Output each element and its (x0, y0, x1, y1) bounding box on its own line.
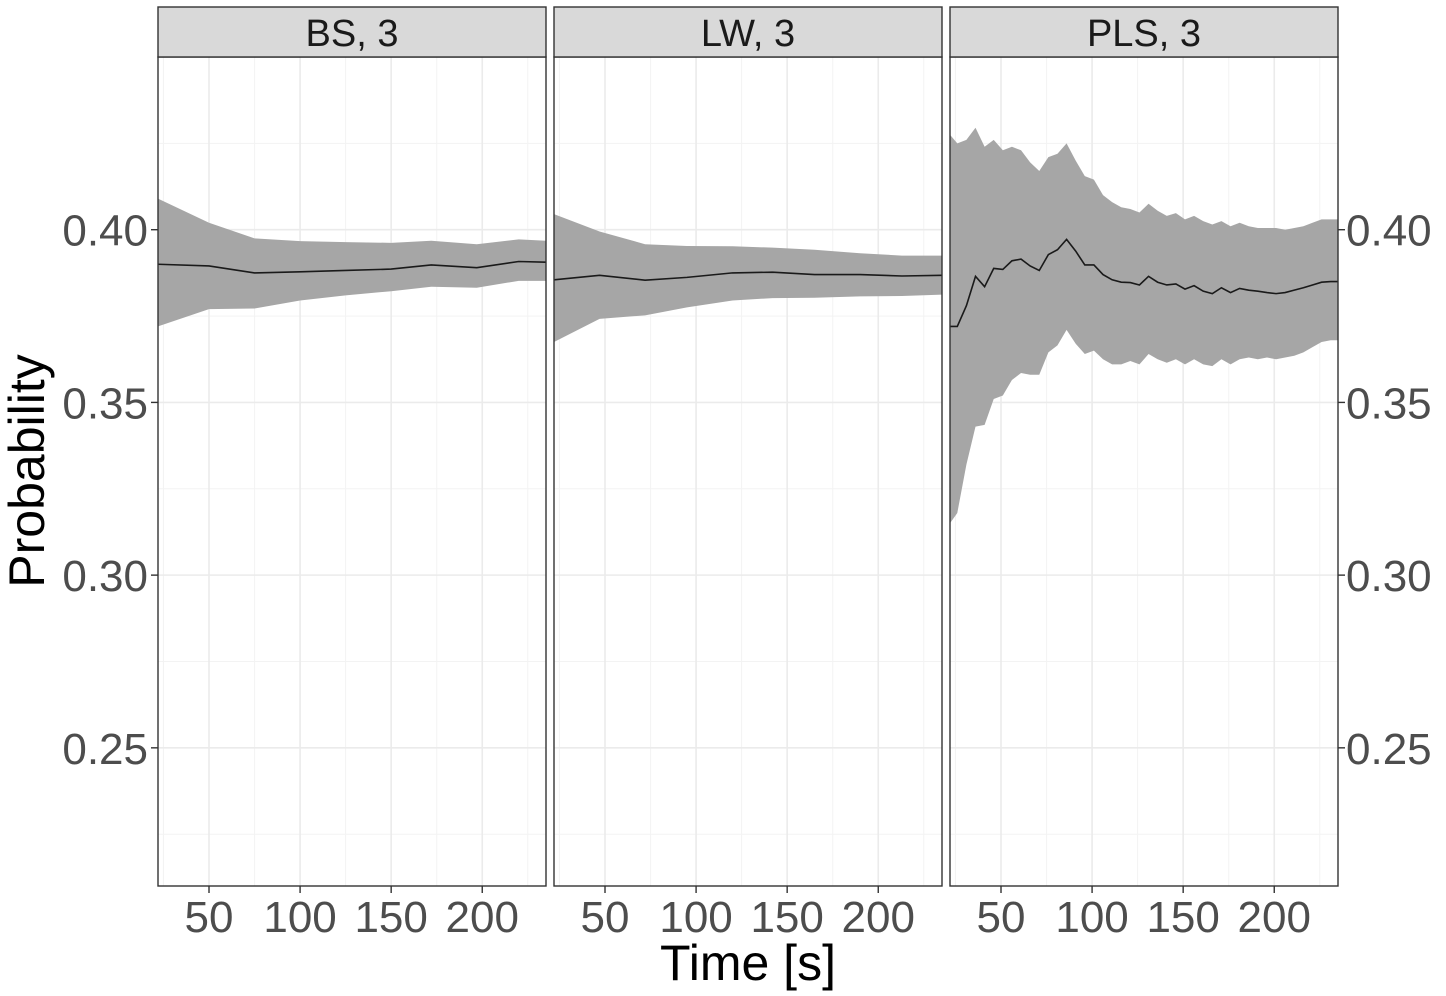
y-tick-label-right: 0.30 (1346, 552, 1432, 601)
x-tick-label: 50 (185, 893, 234, 942)
panel-grid (554, 57, 942, 886)
mean-line (950, 238, 1338, 328)
facet-strip (157, 6, 547, 58)
panel-grid (158, 57, 546, 886)
x-tick-label: 100 (659, 893, 732, 942)
facet-strip (553, 6, 943, 58)
facet-strip (949, 6, 1339, 58)
axes-layer: 50 100 150 200 0.25 0.30 0.35 0.40 50 100 150 200 50… (62, 207, 1431, 942)
x-tick-label: 150 (354, 893, 427, 942)
y-tick-label-left: 0.35 (62, 379, 148, 428)
mean-line (554, 271, 942, 281)
facet-strip-label: BS, 3 (306, 13, 399, 55)
y-axis-title: Probability (0, 354, 55, 587)
y-tick-label-right: 0.40 (1346, 207, 1432, 256)
x-tick-label: 50 (581, 893, 630, 942)
confidence-band (554, 214, 942, 342)
y-tick-label-left: 0.30 (62, 552, 148, 601)
y-tick-label-left: 0.40 (62, 207, 148, 256)
panel-background (554, 57, 942, 886)
confidence-band (158, 198, 546, 327)
x-tick-label: 100 (1055, 893, 1128, 942)
x-tick-label: 200 (1238, 893, 1311, 942)
mean-line (158, 260, 546, 274)
confidence-band (950, 127, 1338, 524)
y-tick-label-right: 0.25 (1346, 725, 1432, 774)
facet-panel-2: LW, 3 (553, 6, 943, 887)
facet-panel-1: BS, 3 (157, 6, 547, 887)
x-axis-title: Time [s] (660, 935, 836, 991)
panel-series (950, 127, 1338, 524)
panel-background (158, 57, 546, 886)
x-tick-label: 200 (842, 893, 915, 942)
x-tick-label: 150 (750, 893, 823, 942)
x-tick-label: 150 (1146, 893, 1219, 942)
x-tick-label: 100 (263, 893, 336, 942)
x-tick-label: 200 (446, 893, 519, 942)
panel-series (554, 214, 942, 342)
y-tick-label-right: 0.35 (1346, 379, 1432, 428)
x-tick-label: 50 (977, 893, 1026, 942)
facet-strip-label: LW, 3 (701, 13, 795, 55)
y-tick-label-left: 0.25 (62, 725, 148, 774)
facet-strip-label: PLS, 3 (1087, 13, 1201, 55)
panel-series (158, 198, 546, 327)
panels-layer: BS, 3 LW, 3 PLS, 3 (157, 6, 1339, 887)
facet-panel-3: PLS, 3 (949, 6, 1339, 887)
